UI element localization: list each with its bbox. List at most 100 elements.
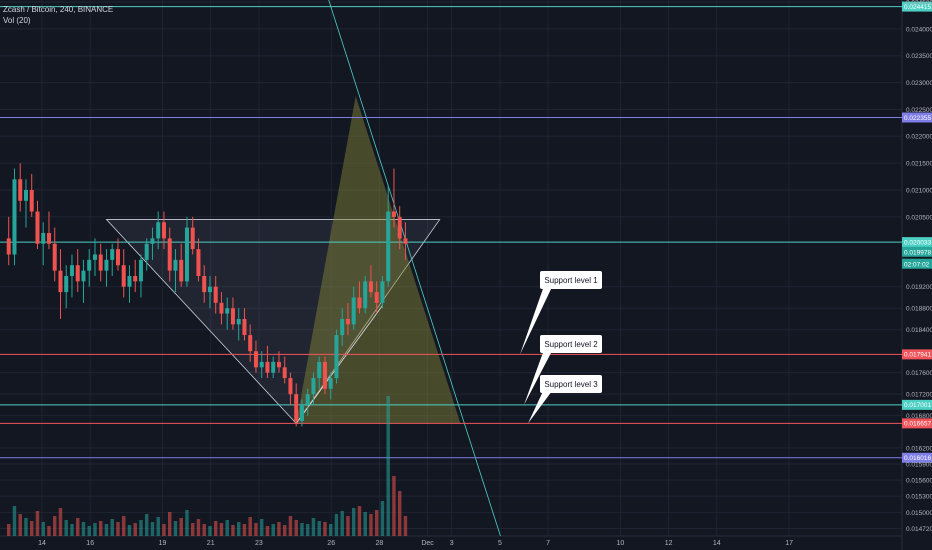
- last-price-badge: [902, 246, 932, 257]
- volume-bar: [190, 523, 195, 536]
- volume-bar: [41, 522, 45, 536]
- volume-bar: [52, 516, 57, 536]
- price-axis-tick-label: 0.014720: [906, 526, 932, 533]
- time-axis-tick-label: 16: [86, 540, 94, 547]
- candle-body: [351, 297, 356, 325]
- candle-body: [104, 259, 109, 271]
- candle-body: [41, 233, 46, 244]
- candle-body: [87, 259, 92, 271]
- price-axis-tick-label: 0.024500: [906, 0, 932, 6]
- volume-bar: [98, 521, 103, 536]
- candle-body: [156, 222, 161, 239]
- volume-bar: [259, 519, 264, 536]
- candle-body: [138, 259, 143, 282]
- volume-bar: [294, 520, 298, 536]
- candle-body: [248, 335, 253, 352]
- candle-body: [167, 238, 172, 271]
- candle-body: [380, 281, 385, 303]
- candle-body: [196, 249, 201, 276]
- level-price-badge: [902, 452, 932, 463]
- callout-pointer: [520, 283, 552, 355]
- volume-bar: [328, 524, 333, 536]
- candle-body: [340, 318, 345, 336]
- inverted-triangle-pattern: [105, 219, 441, 424]
- volume-bar: [277, 522, 281, 536]
- volume-indicator-label: Vol (20): [3, 16, 31, 25]
- price-axis-tick-label: 0.015300: [906, 494, 932, 501]
- volume-bar: [242, 524, 247, 536]
- price-axis-tick-label: 0.021500: [906, 161, 932, 168]
- candle-body: [52, 243, 57, 271]
- candle-body: [386, 211, 391, 282]
- volume-bar: [363, 512, 367, 536]
- candle-body: [391, 211, 396, 217]
- last-price-badge-text: 02:07:02: [904, 261, 930, 268]
- time-axis-tick-label: 3: [450, 540, 454, 547]
- volume-bar: [225, 520, 229, 536]
- candle-body: [230, 308, 235, 325]
- volume-bar: [24, 518, 28, 536]
- volume-bar: [110, 519, 114, 536]
- volume-bar: [282, 525, 287, 536]
- candle-body: [259, 361, 264, 368]
- volume-bar: [346, 516, 350, 536]
- support-callout-box: [540, 271, 602, 289]
- price-axis-tick-label: 0.018800: [906, 306, 932, 313]
- candle-body: [311, 378, 316, 395]
- level-price-badge: [902, 237, 932, 248]
- level-price-badge-text: 0.020033: [904, 239, 931, 246]
- volume-bar: [47, 526, 51, 536]
- candle-body: [253, 351, 258, 368]
- candle-body: [328, 378, 333, 389]
- volume-bar: [300, 523, 304, 536]
- price-axis-tick-label: 0.019200: [906, 284, 932, 291]
- candle-body: [150, 238, 155, 244]
- candle-body: [115, 249, 120, 266]
- level-price-badge-text: 0.022355: [904, 115, 931, 122]
- support-callout-box: [540, 335, 602, 353]
- symbol-title: Zcash / Bitcoin, 240, BINANCE: [3, 5, 114, 14]
- candle-body: [202, 275, 207, 293]
- support-callout-label: Support level 3: [544, 380, 598, 389]
- time-axis-tick-label: 14: [38, 540, 46, 547]
- time-axis-tick-label: 10: [617, 540, 625, 547]
- time-axis-tick-label: 23: [255, 540, 263, 547]
- candle-body: [6, 238, 11, 255]
- volume-bar: [397, 491, 402, 536]
- volume-bar: [340, 511, 344, 536]
- volume-bar: [139, 520, 143, 536]
- candle-body: [121, 265, 126, 287]
- last-price-badge-text: 0.019978: [904, 249, 931, 256]
- volume-bar: [121, 516, 126, 536]
- level-price-badge-text: 0.016016: [904, 455, 931, 462]
- volume-bar: [150, 522, 155, 536]
- volume-bar: [219, 523, 224, 536]
- level-price-badge: [902, 1, 932, 12]
- price-axis-tick-label: 0.022500: [906, 107, 932, 114]
- volume-bar: [248, 517, 252, 536]
- candle-body: [334, 335, 339, 379]
- volume-bar: [104, 524, 109, 536]
- level-price-badge-text: 0.016657: [904, 421, 931, 428]
- candle-body: [133, 275, 138, 282]
- volume-bar: [236, 522, 241, 536]
- level-price-badge: [902, 418, 932, 429]
- candle-body: [190, 227, 195, 250]
- volume-bar: [305, 524, 310, 536]
- candle-body: [219, 302, 224, 314]
- volume-bar: [162, 524, 166, 536]
- candle-body: [225, 308, 230, 314]
- ascending-support-line: [295, 305, 383, 424]
- volume-bar: [317, 521, 321, 536]
- time-axis-tick-label: 26: [327, 540, 335, 547]
- support-callout-label: Support level 2: [544, 340, 598, 349]
- volume-bar: [87, 526, 91, 536]
- volume-bar: [357, 506, 362, 536]
- level-price-badge-text: 0.017941: [904, 352, 931, 359]
- price-axis-tick-label: 0.016200: [906, 445, 932, 452]
- volume-bar: [70, 524, 74, 536]
- candle-body: [363, 281, 368, 309]
- price-axis-tick-label: 0.021000: [906, 187, 932, 194]
